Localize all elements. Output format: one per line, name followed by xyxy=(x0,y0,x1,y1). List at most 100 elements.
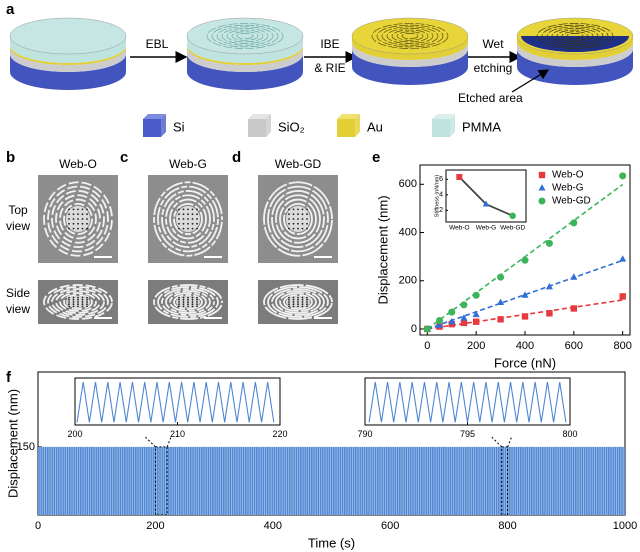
annotation: Etched area xyxy=(458,91,523,105)
web-hole xyxy=(297,208,299,211)
disk-layer xyxy=(352,42,468,67)
web-hole xyxy=(191,301,194,303)
web-ring xyxy=(59,198,97,240)
web-hole xyxy=(292,296,295,299)
legend-cube-top xyxy=(432,114,455,119)
web-hole xyxy=(182,213,185,216)
web-hole xyxy=(86,222,88,225)
web-hole xyxy=(288,213,290,216)
web-hole xyxy=(301,301,304,303)
web-hole xyxy=(288,218,290,220)
web-ring xyxy=(386,28,434,44)
web-ring xyxy=(401,33,419,39)
web-hole xyxy=(196,222,198,225)
x-tick-label: 1000 xyxy=(613,520,637,532)
annotation-arrow xyxy=(511,69,550,93)
data-point xyxy=(423,325,431,333)
data-point xyxy=(545,239,553,247)
web-ring xyxy=(206,23,284,49)
web-hole xyxy=(288,305,290,308)
data-point xyxy=(497,273,505,281)
web-ring xyxy=(157,286,219,318)
web-hole xyxy=(72,222,75,225)
web-hole xyxy=(306,303,308,306)
panel-label: c xyxy=(120,149,128,166)
web-hole xyxy=(297,303,299,306)
web-ring xyxy=(173,294,203,310)
panel-label: a xyxy=(6,1,15,18)
web-ring xyxy=(267,286,329,318)
x-tick-label: 210 xyxy=(170,429,185,439)
web-hole xyxy=(306,301,308,303)
web-hole xyxy=(191,303,194,306)
web-ring xyxy=(216,26,274,46)
x-tick-label: 200 xyxy=(467,340,485,352)
data-point xyxy=(521,256,529,264)
web-hole xyxy=(301,305,304,308)
data-point xyxy=(509,212,516,220)
web-hole xyxy=(77,208,79,211)
web-ring xyxy=(59,292,97,312)
x-axis-label: Force (nN) xyxy=(494,355,556,370)
web-hole xyxy=(292,222,295,225)
x-tick-label: Web-GD xyxy=(500,225,525,232)
legend-cube xyxy=(337,119,355,137)
web-hole xyxy=(191,218,194,220)
web-hole xyxy=(191,296,194,299)
process-diagram xyxy=(9,17,634,90)
web-hole xyxy=(86,213,88,216)
column-title: Web-GD xyxy=(275,157,322,171)
web-hole xyxy=(191,222,194,225)
web-hole xyxy=(178,298,180,301)
web-hole xyxy=(292,227,295,230)
web-hole xyxy=(306,296,308,299)
x-axis-label: Time (s) xyxy=(308,535,355,550)
fit-line xyxy=(427,259,623,330)
x-tick-label: 200 xyxy=(67,429,82,439)
web-hole xyxy=(187,305,189,308)
zoom-connector xyxy=(166,436,172,448)
web-hole xyxy=(187,298,189,301)
process-step: & RIE xyxy=(314,61,345,75)
x-tick-label: 795 xyxy=(460,429,475,439)
zoom-box xyxy=(154,446,168,516)
web-ring xyxy=(157,185,219,253)
web-hole xyxy=(187,218,189,220)
signal-area xyxy=(38,446,625,515)
web-hole xyxy=(187,301,189,303)
web-hole xyxy=(77,213,79,216)
disk-layer xyxy=(187,47,303,72)
web-ring xyxy=(275,290,321,314)
column-title: Web-O xyxy=(59,157,97,171)
web-hole xyxy=(306,227,308,230)
web-ring xyxy=(263,181,333,257)
data-point xyxy=(619,172,627,180)
web-ring xyxy=(283,294,313,310)
fit-line xyxy=(426,183,624,330)
web-hole xyxy=(297,301,299,303)
y-axis-label: Stiffness (nN/nm) xyxy=(434,175,440,218)
web-hole xyxy=(187,296,189,299)
web-hole xyxy=(77,298,79,301)
data-point xyxy=(460,319,468,327)
web-hole xyxy=(77,227,79,230)
web-hole xyxy=(187,208,189,211)
web-ring xyxy=(47,286,109,318)
web-hole xyxy=(297,305,299,308)
web-ring xyxy=(556,29,594,43)
web-ring xyxy=(279,198,317,240)
data-point xyxy=(538,197,546,205)
web-hole xyxy=(182,222,185,225)
web-hole xyxy=(86,303,88,306)
web-hole xyxy=(187,222,189,225)
web-hole xyxy=(68,208,70,211)
data-point xyxy=(460,314,468,321)
legend-label: Web-G xyxy=(552,183,584,194)
disk-layer xyxy=(10,36,126,63)
web-hole xyxy=(72,296,75,299)
legend-cube-side xyxy=(266,114,271,137)
legend-label: SiO₂ xyxy=(278,119,305,134)
legend-cube-side xyxy=(161,114,166,137)
web-hole xyxy=(297,213,299,216)
